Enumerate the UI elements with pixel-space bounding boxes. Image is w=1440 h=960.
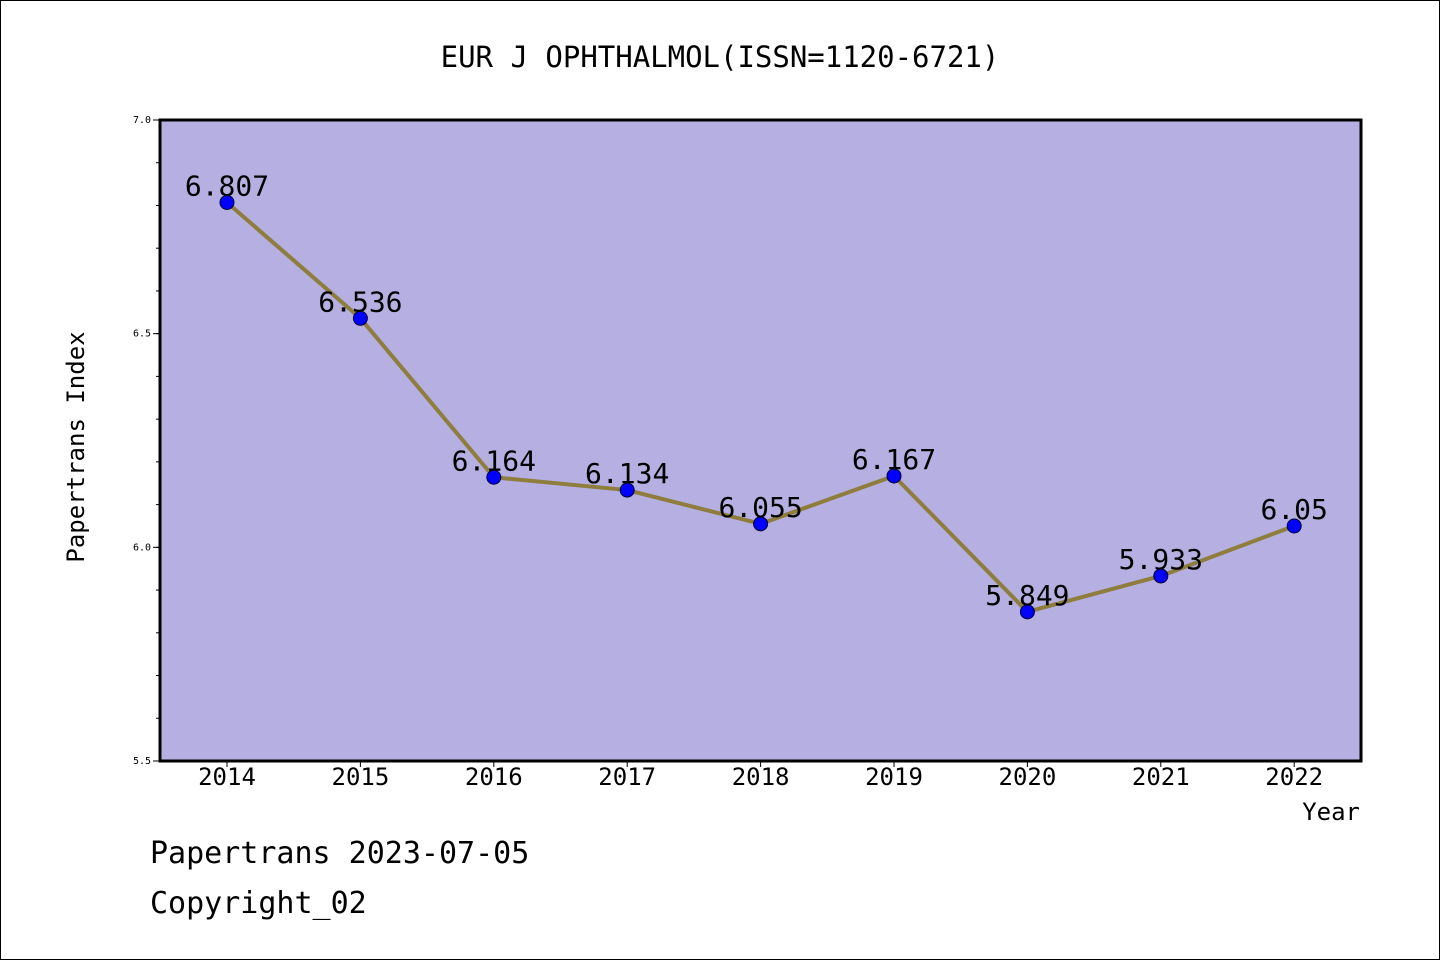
data-label: 6.807 — [185, 169, 269, 202]
x-tick-label: 2022 — [1265, 763, 1323, 791]
data-point — [352, 310, 368, 326]
data-label: 6.536 — [318, 285, 402, 318]
data-label: 5.849 — [985, 579, 1069, 612]
data-point — [753, 516, 769, 532]
x-tick-label: 2018 — [732, 763, 790, 791]
data-point — [886, 468, 902, 484]
x-tick-label: 2015 — [332, 763, 390, 791]
x-axis-label: Year — [1302, 798, 1360, 826]
plot-area — [158, 118, 1363, 763]
data-point — [619, 482, 635, 498]
x-tick-label: 2017 — [598, 763, 656, 791]
footer-source-text: Papertrans 2023-07-05 — [150, 836, 530, 871]
x-tick-label: 2016 — [465, 763, 523, 791]
data-point — [219, 194, 235, 210]
y-tick-label: 6.0 — [133, 542, 151, 553]
data-point — [1153, 568, 1169, 584]
data-label: 6.05 — [1260, 493, 1327, 526]
data-point — [1286, 518, 1302, 534]
data-point — [1019, 604, 1035, 620]
x-tick-label: 2021 — [1132, 763, 1190, 791]
y-tick-label: 7.0 — [133, 115, 151, 126]
data-label: 5.933 — [1119, 543, 1203, 576]
y-tick-label: 5.5 — [133, 756, 151, 767]
y-tick-label: 6.5 — [133, 329, 151, 340]
data-label: 6.167 — [852, 443, 936, 476]
chart-title: EUR J OPHTHALMOL(ISSN=1120-6721) — [441, 40, 1000, 74]
x-tick-label: 2014 — [198, 763, 256, 791]
x-tick-label: 2019 — [865, 763, 923, 791]
data-label: 6.134 — [585, 457, 669, 490]
data-label: 6.164 — [452, 444, 536, 477]
data-point — [486, 469, 502, 485]
y-axis-label: Papertrans Index — [62, 331, 90, 562]
data-label: 6.055 — [718, 491, 802, 524]
footer-copyright-text: Copyright_02 — [150, 886, 367, 921]
x-tick-label: 2020 — [999, 763, 1057, 791]
